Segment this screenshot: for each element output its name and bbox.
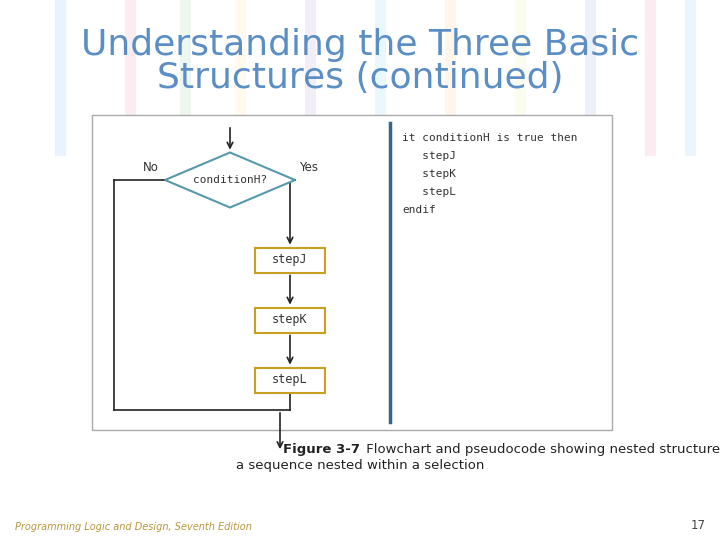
Text: Understanding the Three Basic: Understanding the Three Basic	[81, 28, 639, 62]
Text: stepK: stepK	[272, 314, 308, 327]
Text: Figure 3-7: Figure 3-7	[283, 442, 360, 456]
Text: stepK: stepK	[402, 169, 456, 179]
Bar	[92, 115, 612, 430]
Text: stepL: stepL	[402, 187, 456, 197]
Text: it conditionH is true then: it conditionH is true then	[402, 133, 577, 143]
Text: 17: 17	[691, 519, 706, 532]
Text: stepJ: stepJ	[272, 253, 308, 267]
Bar	[255, 368, 325, 393]
Text: Structures (continued): Structures (continued)	[157, 61, 563, 95]
Text: No: No	[143, 161, 159, 174]
Text: Programming Logic and Design, Seventh Edition: Programming Logic and Design, Seventh Ed…	[15, 522, 252, 532]
Bar	[255, 247, 325, 273]
Text: endif: endif	[402, 205, 436, 215]
Text: Flowchart and pseudocode showing nested structures—: Flowchart and pseudocode showing nested …	[362, 442, 720, 456]
Bar	[255, 307, 325, 333]
Text: stepJ: stepJ	[402, 151, 456, 161]
Text: stepL: stepL	[272, 374, 308, 387]
Polygon shape	[165, 152, 295, 207]
Text: Yes: Yes	[299, 161, 318, 174]
Text: a sequence nested within a selection: a sequence nested within a selection	[236, 458, 484, 471]
Text: conditionH?: conditionH?	[193, 175, 267, 185]
